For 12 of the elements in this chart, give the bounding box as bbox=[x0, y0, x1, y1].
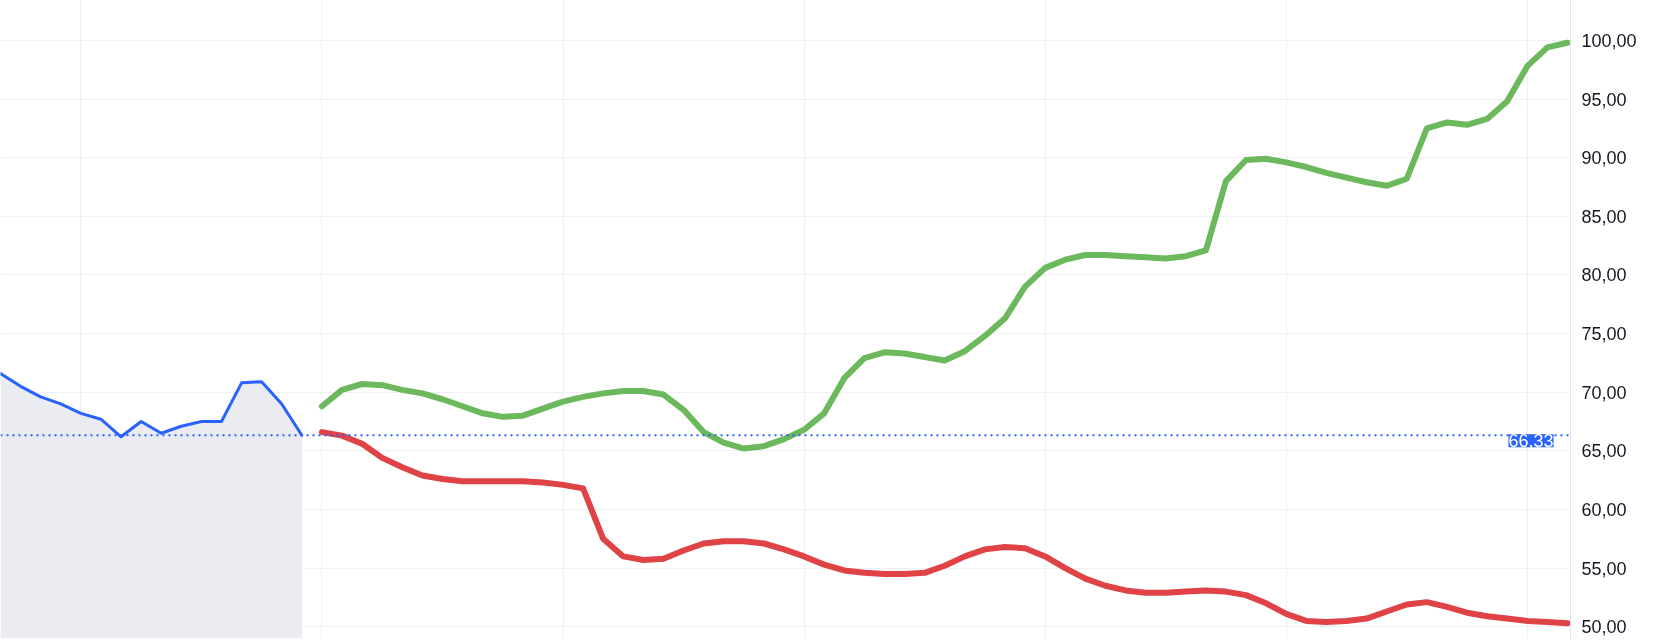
y-tick-label: 50,00 bbox=[1581, 617, 1627, 638]
ref-line-label: 66,33 bbox=[1508, 431, 1554, 452]
y-tick-label: 75,00 bbox=[1581, 324, 1627, 345]
y-tick-label: 90,00 bbox=[1581, 148, 1627, 169]
y-tick-label: 60,00 bbox=[1581, 499, 1627, 520]
y-tick-label: 70,00 bbox=[1581, 382, 1627, 403]
y-tick-label: 85,00 bbox=[1581, 206, 1627, 227]
y-tick-label: 100,00 bbox=[1581, 30, 1637, 51]
y-tick-label: 80,00 bbox=[1581, 265, 1627, 286]
y-tick-label: 65,00 bbox=[1581, 441, 1627, 462]
y-tick-label: 55,00 bbox=[1581, 558, 1627, 579]
y-tick-label: 95,00 bbox=[1581, 89, 1627, 110]
